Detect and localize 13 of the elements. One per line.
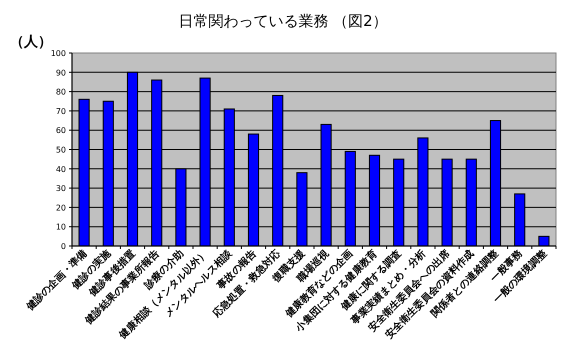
y-tick-label: 50 <box>56 146 66 154</box>
y-tick-label: 60 <box>56 126 66 136</box>
y-tick-label: 100 <box>50 49 66 58</box>
y-tick-label: 20 <box>56 203 66 212</box>
y-tick-label: 10 <box>56 222 66 232</box>
y-tick-label: 80 <box>56 88 66 97</box>
chart-title: 日常関わっている業務 （図2） <box>178 12 388 30</box>
y-tick-label: 30 <box>56 184 66 194</box>
y-axis-title: （人） <box>10 34 52 50</box>
y-tick-label: 90 <box>56 68 66 78</box>
y-tick-label: 40 <box>56 164 66 174</box>
y-tick-label: 70 <box>56 106 66 116</box>
y-tick-label: 0 <box>60 242 66 251</box>
